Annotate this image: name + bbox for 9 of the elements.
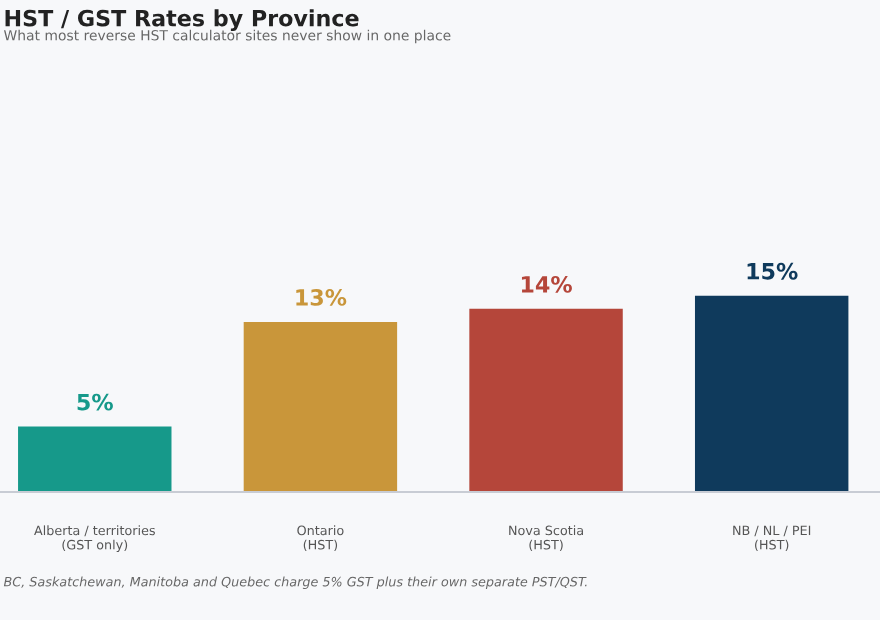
bar xyxy=(243,321,398,492)
bar xyxy=(469,308,623,492)
chart-title: HST / GST Rates by Province xyxy=(5,9,359,31)
data-label: 14% xyxy=(521,275,572,293)
bar xyxy=(18,426,172,492)
bar xyxy=(694,295,849,492)
data-label: 13% xyxy=(296,289,347,306)
data-label: 15% xyxy=(747,262,798,280)
data-label: 5% xyxy=(77,393,113,411)
